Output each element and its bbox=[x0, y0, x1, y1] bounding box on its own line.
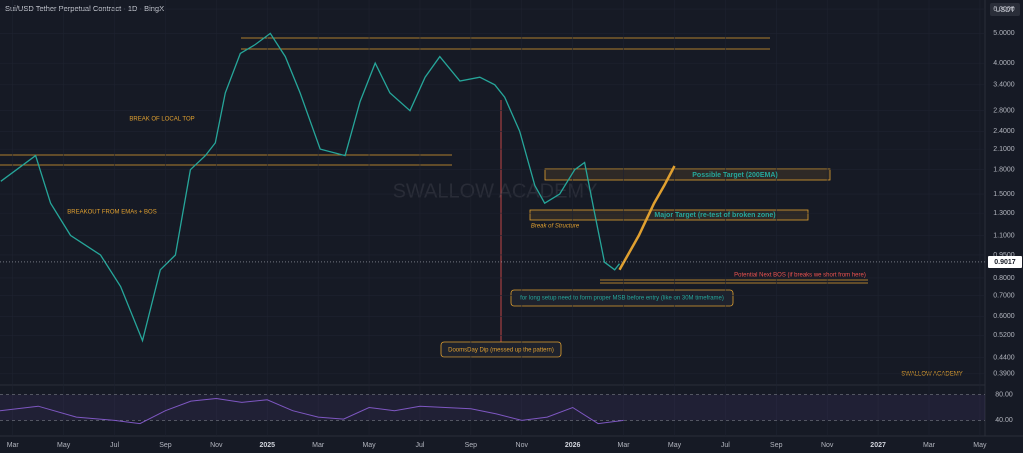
annotation: BREAKOUT FROM EMAs + BOS bbox=[67, 210, 156, 216]
rsi-line bbox=[0, 397, 624, 425]
y-tick-label: 0.3900 bbox=[993, 371, 1015, 378]
price-line bbox=[0, 32, 621, 343]
y-tick-label: 0.9500 bbox=[993, 252, 1015, 259]
currency-box bbox=[990, 3, 1020, 16]
y-tick-label: 3.4000 bbox=[993, 82, 1015, 89]
annotation: for long setup need to form proper MSB b… bbox=[520, 296, 724, 302]
target-box bbox=[544, 168, 831, 181]
x-tick-label: Mar bbox=[7, 442, 20, 449]
rsi-band bbox=[0, 394, 985, 421]
price-line bbox=[618, 165, 676, 271]
annotation: Possible Target (200EMA) bbox=[692, 172, 777, 179]
y-tick-label: 1.3000 bbox=[993, 210, 1015, 217]
current-price-box bbox=[988, 255, 1022, 268]
y-tick-label: 2.4000 bbox=[993, 128, 1015, 135]
y-tick-label: 1.5000 bbox=[993, 191, 1015, 198]
x-tick-label: Mar bbox=[618, 442, 631, 449]
currency: USDT bbox=[995, 7, 1015, 14]
x-tick-label: Sep bbox=[770, 442, 783, 449]
x-tick-label: Mar bbox=[312, 442, 325, 449]
y-tick-label: 6.0000 bbox=[993, 6, 1015, 13]
annotation: Potential Next BOS (if breaks we short f… bbox=[734, 273, 866, 279]
y-tick-label: 2.1000 bbox=[993, 146, 1015, 153]
x-tick-label: May bbox=[57, 442, 71, 449]
note-box bbox=[510, 289, 734, 307]
y-tick-label: 0.5200 bbox=[993, 332, 1015, 339]
y-tick-label: 4.0000 bbox=[993, 60, 1015, 67]
x-tick-label: Jul bbox=[110, 442, 119, 449]
x-tick-label: 2027 bbox=[870, 442, 886, 449]
annotation: Break of Structure bbox=[531, 224, 580, 230]
y-tick-label: 0.8000 bbox=[993, 275, 1015, 282]
target-box bbox=[529, 209, 809, 221]
annotation: Major Target (re-test of broken zone) bbox=[654, 212, 775, 219]
rsi-tick-label: 40.00 bbox=[995, 417, 1013, 424]
rsi-tick-label: 80.00 bbox=[995, 391, 1013, 398]
chart-title: Sui/USD Tether Perpetual Contract · 1D ·… bbox=[5, 4, 164, 13]
y-tick-label: 1.1000 bbox=[993, 232, 1015, 239]
y-tick-label: 5.0000 bbox=[993, 30, 1015, 37]
annotation: BREAK OF LOCAL TOP bbox=[129, 117, 194, 123]
watermark: SWALLOW ACADEMY bbox=[393, 180, 598, 202]
x-tick-label: Sep bbox=[159, 442, 172, 449]
x-tick-label: Jul bbox=[721, 442, 730, 449]
zones bbox=[0, 37, 868, 284]
watermark-small: SWALLOW ACADEMY bbox=[901, 372, 962, 378]
x-tick-label: May bbox=[362, 442, 376, 449]
x-tick-label: Sep bbox=[465, 442, 478, 449]
y-tick-label: 1.8000 bbox=[993, 167, 1015, 174]
x-tick-label: Jul bbox=[415, 442, 424, 449]
x-tick-label: Nov bbox=[821, 442, 834, 449]
y-tick-label: 2.8000 bbox=[993, 108, 1015, 115]
x-tick-label: Mar bbox=[923, 442, 936, 449]
y-tick-label: 0.6000 bbox=[993, 313, 1015, 320]
x-tick-label: Nov bbox=[210, 442, 223, 449]
x-tick-label: Nov bbox=[516, 442, 529, 449]
x-tick-label: May bbox=[973, 442, 987, 449]
annotation: DoomsDay Dip (messed up the pattern) bbox=[448, 348, 554, 354]
x-tick-label: May bbox=[668, 442, 682, 449]
y-tick-label: 0.4400 bbox=[993, 355, 1015, 362]
x-tick-label: 2025 bbox=[259, 442, 275, 449]
x-tick-label: 2026 bbox=[565, 442, 581, 449]
current-price-label: 0.9017 bbox=[994, 259, 1016, 266]
y-tick-label: 0.7000 bbox=[993, 293, 1015, 300]
